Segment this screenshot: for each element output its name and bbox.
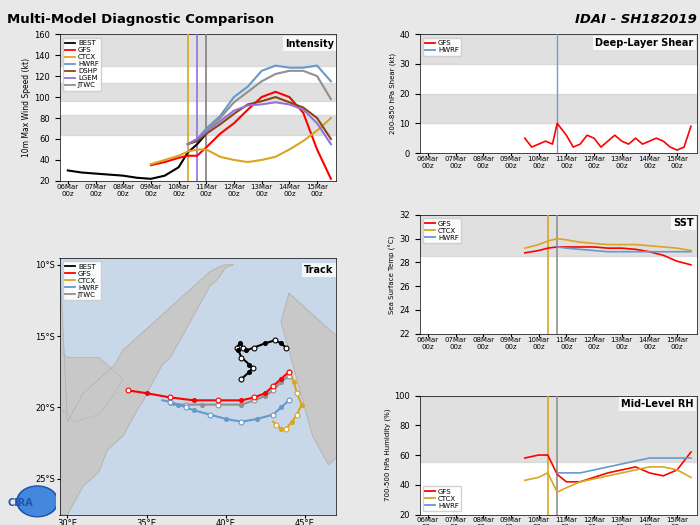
Text: Mid-Level RH: Mid-Level RH: [621, 399, 694, 409]
Text: Intensity: Intensity: [285, 38, 334, 48]
Bar: [419, 215, 696, 257]
Bar: [419, 93, 696, 123]
Circle shape: [17, 486, 58, 517]
Text: IDAI - SH182019: IDAI - SH182019: [575, 13, 696, 26]
Y-axis label: 200-850 hPa Shear (kt): 200-850 hPa Shear (kt): [390, 53, 396, 134]
Legend: GFS, CTCX, HWRF: GFS, CTCX, HWRF: [423, 218, 461, 243]
Y-axis label: Sea Surface Temp (°C): Sea Surface Temp (°C): [389, 235, 396, 313]
Polygon shape: [281, 293, 360, 465]
Text: CIRA: CIRA: [7, 498, 33, 508]
Text: Deep-Layer Shear: Deep-Layer Shear: [596, 38, 694, 48]
Text: Track: Track: [304, 265, 334, 275]
Polygon shape: [60, 258, 234, 514]
Text: SST: SST: [673, 218, 694, 228]
Legend: BEST, GFS, CTCX, HWRF, DSHP, LGEM, JTWC: BEST, GFS, CTCX, HWRF, DSHP, LGEM, JTWC: [63, 38, 102, 91]
Y-axis label: 700-500 hPa Humidity (%): 700-500 hPa Humidity (%): [385, 409, 391, 501]
Polygon shape: [127, 258, 150, 322]
Y-axis label: 10m Max Wind Speed (kt): 10m Max Wind Speed (kt): [22, 58, 31, 157]
Bar: [60, 115, 337, 135]
Legend: GFS, HWRF: GFS, HWRF: [423, 38, 461, 56]
Legend: GFS, CTCX, HWRF: GFS, CTCX, HWRF: [423, 486, 461, 511]
Bar: [60, 83, 337, 101]
Bar: [419, 34, 696, 64]
Polygon shape: [60, 350, 122, 422]
Legend: BEST, GFS, CTCX, HWRF, JTWC: BEST, GFS, CTCX, HWRF, JTWC: [63, 261, 102, 300]
Circle shape: [19, 487, 56, 516]
Bar: [419, 396, 696, 463]
Text: Multi-Model Diagnostic Comparison: Multi-Model Diagnostic Comparison: [7, 13, 274, 26]
Bar: [60, 34, 337, 66]
